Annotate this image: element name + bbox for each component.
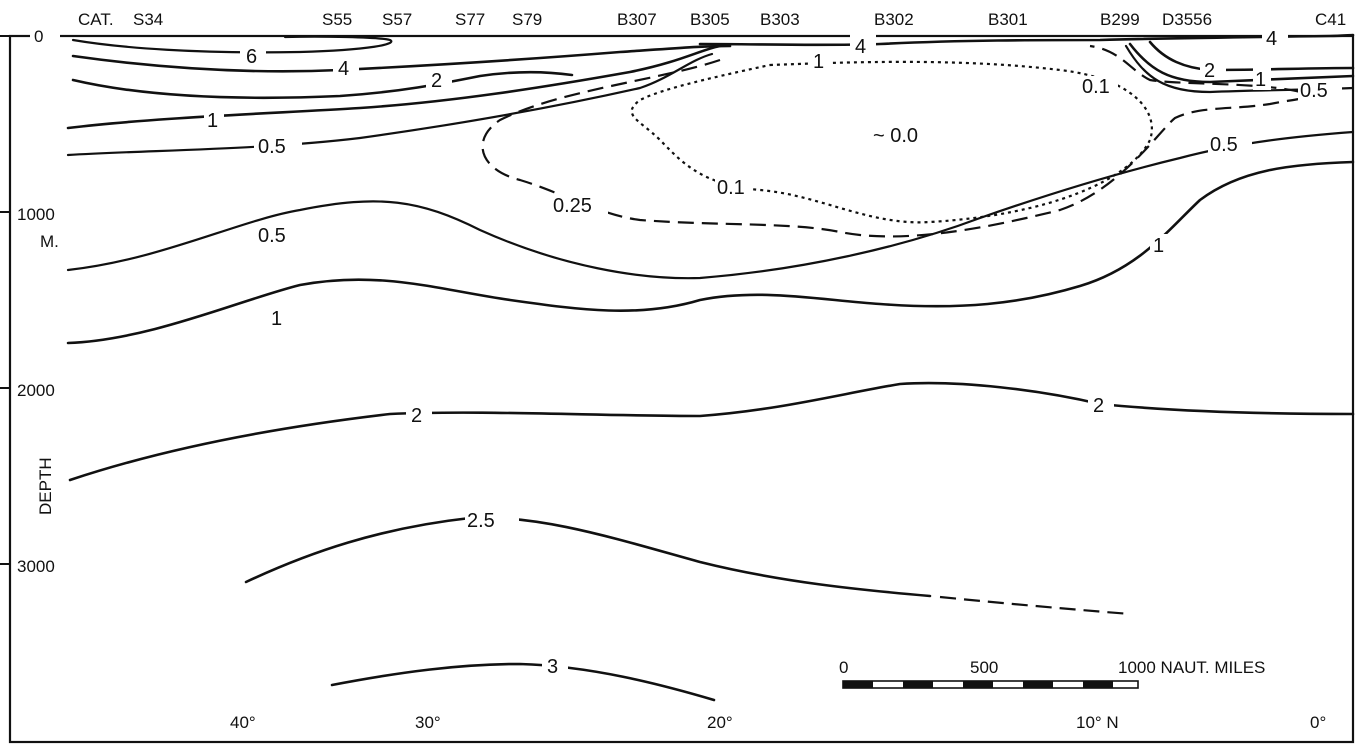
contour-label: 4: [1266, 28, 1277, 50]
contour-group-mid: [66, 130, 1355, 345]
contour-label: 2.5: [467, 510, 495, 532]
station-label: S79: [512, 10, 542, 29]
contour-label: 1: [207, 110, 218, 132]
latitude-tick-label: 10° N: [1076, 713, 1119, 732]
contour-label: 2: [431, 70, 442, 92]
contour-label: 0.25: [553, 195, 592, 217]
station-label: S57: [382, 10, 412, 29]
depth-tick-label: 0: [34, 27, 43, 46]
contour-line-4: [71, 44, 732, 73]
contour-group-minimum: [481, 44, 1305, 238]
contour-label: 6: [246, 46, 257, 68]
scale-label: 0: [839, 658, 848, 677]
contour-label: 3: [547, 656, 558, 678]
latitude-tick-label: 40°: [230, 713, 256, 732]
contour-label: 4: [855, 36, 866, 58]
contour-label: 4: [338, 58, 349, 80]
depth-unit-label: M.: [40, 232, 59, 251]
scale-label: 500: [970, 658, 998, 677]
latitude-tick-label: 30°: [415, 713, 441, 732]
contour-line-2-right: [1148, 40, 1355, 72]
contour-label: 0.5: [258, 225, 286, 247]
station-label: S34: [133, 10, 163, 29]
station-label: S77: [455, 10, 485, 29]
station-labels: CAT. S34 S55 S57 S77 S79 B307 B305 B303 …: [78, 10, 1346, 29]
scale-label: 1000 NAUT. MILES: [1118, 658, 1265, 677]
contour-line-0.25: [481, 44, 1305, 238]
contour-label: 1: [271, 308, 282, 330]
contour-label: 2: [1204, 60, 1215, 82]
depth-tick-label: 1000: [17, 205, 55, 224]
contour-line-1-lower: [66, 160, 1355, 345]
contour-line-2.5-extension: [939, 595, 1131, 616]
depth-axis: 0 1000 M. 2000 3000 DEPTH: [0, 27, 60, 576]
station-label: D3556: [1162, 10, 1212, 29]
contour-label: 2: [1093, 395, 1104, 417]
contour-group-surface-left: [66, 35, 732, 157]
depth-tick-label: 2000: [17, 381, 55, 400]
plot-frame: [8, 34, 1355, 744]
contour-line-0.5-upper: [66, 52, 714, 157]
contour-line-2.5: [244, 516, 932, 598]
station-label: B301: [988, 10, 1028, 29]
station-label: B305: [690, 10, 730, 29]
latitude-tick-label: 0°: [1310, 713, 1326, 732]
contour-line-1-upper: [66, 44, 722, 130]
contour-line-1-right: [1128, 42, 1355, 84]
depth-tick-label: 3000: [17, 557, 55, 576]
station-label: C41: [1315, 10, 1346, 29]
contour-label: 1: [1153, 235, 1164, 257]
contour-label: 0.5: [1210, 134, 1238, 156]
latitude-axis: 40° 30° 20° 10° N 0°: [230, 713, 1326, 732]
contour-label: 0.5: [258, 136, 286, 158]
contour-label-minimum: ~ 0.0: [873, 125, 918, 147]
contour-line-0.5-lower: [66, 130, 1355, 280]
contour-label: 2: [411, 405, 422, 427]
contour-line-2-deep: [68, 381, 1355, 482]
station-label: B303: [760, 10, 800, 29]
contour-group-deep: [68, 381, 1355, 702]
station-label: CAT.: [78, 10, 114, 29]
latitude-tick-label: 20°: [707, 713, 733, 732]
station-label: B299: [1100, 10, 1140, 29]
station-label: B307: [617, 10, 657, 29]
contour-line-3: [330, 662, 716, 702]
contour-label: 0.1: [1082, 76, 1110, 98]
contour-line-6: [71, 35, 393, 54]
contour-label: 0.1: [717, 177, 745, 199]
contour-label: 1: [813, 51, 824, 73]
contour-labels: 6 4 2 1 0.5 4 1 4 2 1 0.5 0.1 ~ 0.0 0.1 …: [204, 26, 1342, 678]
contour-label: 1: [1255, 69, 1266, 91]
station-label: S55: [322, 10, 352, 29]
contour-line-2: [71, 70, 574, 100]
scale-bar: 0 500 1000 NAUT. MILES: [839, 658, 1265, 689]
depth-axis-title: DEPTH: [36, 457, 55, 515]
contour-label: 0.5: [1300, 80, 1328, 102]
contour-line-4-top: [698, 33, 1355, 47]
station-label: B302: [874, 10, 914, 29]
